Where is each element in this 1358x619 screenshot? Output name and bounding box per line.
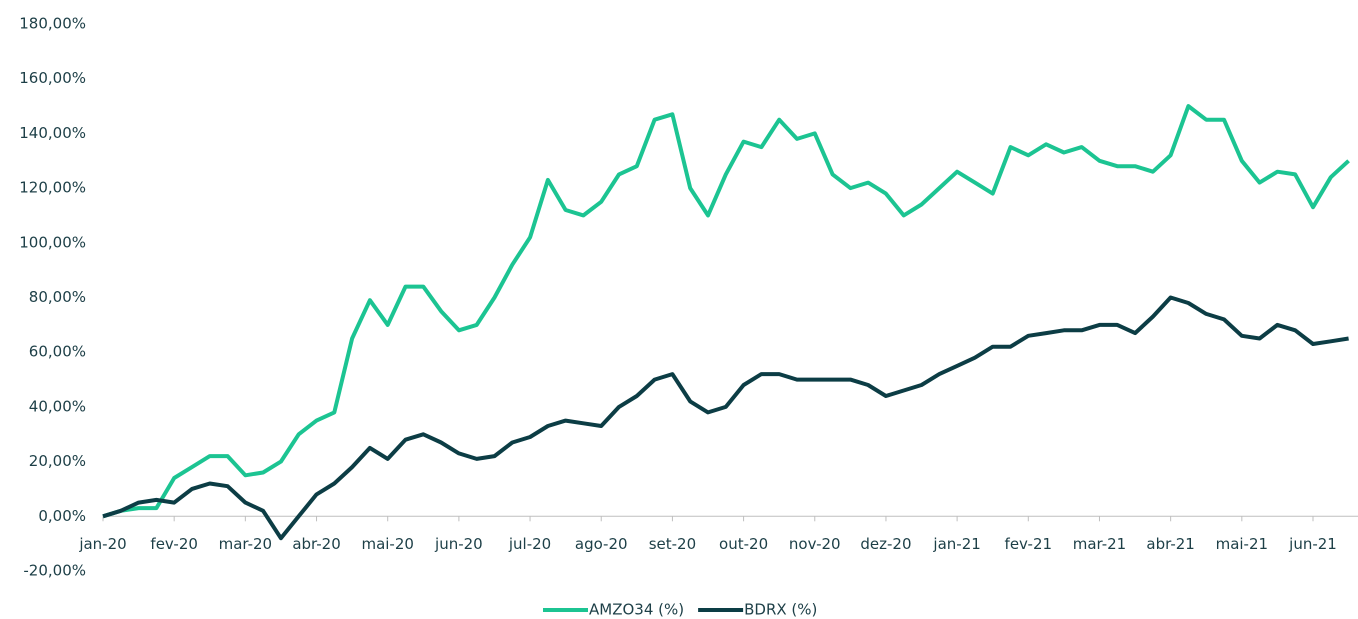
x-tick-label: abr-21 xyxy=(1146,535,1194,553)
y-tick-label: 160,00% xyxy=(19,69,86,87)
y-tick-label: -20,00% xyxy=(23,562,86,580)
y-tick-label: 120,00% xyxy=(19,179,86,197)
y-tick-label: 140,00% xyxy=(19,124,86,142)
x-tick-label: jan-20 xyxy=(78,535,126,553)
x-tick-label: fev-21 xyxy=(1005,535,1052,553)
series-line xyxy=(102,295,1349,541)
series-line xyxy=(102,104,1350,519)
y-tick-label: 20,00% xyxy=(29,452,86,470)
x-tick-label: nov-20 xyxy=(789,535,841,553)
y-tick-label: 100,00% xyxy=(19,233,86,251)
x-tick-label: mai-21 xyxy=(1216,535,1268,553)
x-tick-label: mai-20 xyxy=(361,535,413,553)
legend-label: BDRX (%) xyxy=(744,601,817,619)
x-tick-label: jan-21 xyxy=(932,535,980,553)
x-tick-label: mar-20 xyxy=(219,535,273,553)
y-tick-label: 40,00% xyxy=(29,397,86,415)
y-tick-label: 60,00% xyxy=(29,343,86,361)
x-tick-label: dez-20 xyxy=(860,535,911,553)
x-tick-label: jun-20 xyxy=(434,535,483,553)
x-tick-label: mar-21 xyxy=(1073,535,1127,553)
x-tick-label: jul-20 xyxy=(508,535,551,553)
legend-label: AMZO34 (%) xyxy=(589,601,684,619)
x-tick-label: out-20 xyxy=(719,535,768,553)
x-tick-label: fev-20 xyxy=(150,535,197,553)
x-tick-label: set-20 xyxy=(649,535,696,553)
x-tick-label: jun-21 xyxy=(1288,535,1337,553)
x-tick-label: abr-20 xyxy=(292,535,340,553)
x-tick-label: ago-20 xyxy=(575,535,628,553)
y-tick-label: 80,00% xyxy=(29,288,86,306)
y-tick-label: 0,00% xyxy=(38,507,86,525)
y-tick-label: 180,00% xyxy=(19,15,86,33)
